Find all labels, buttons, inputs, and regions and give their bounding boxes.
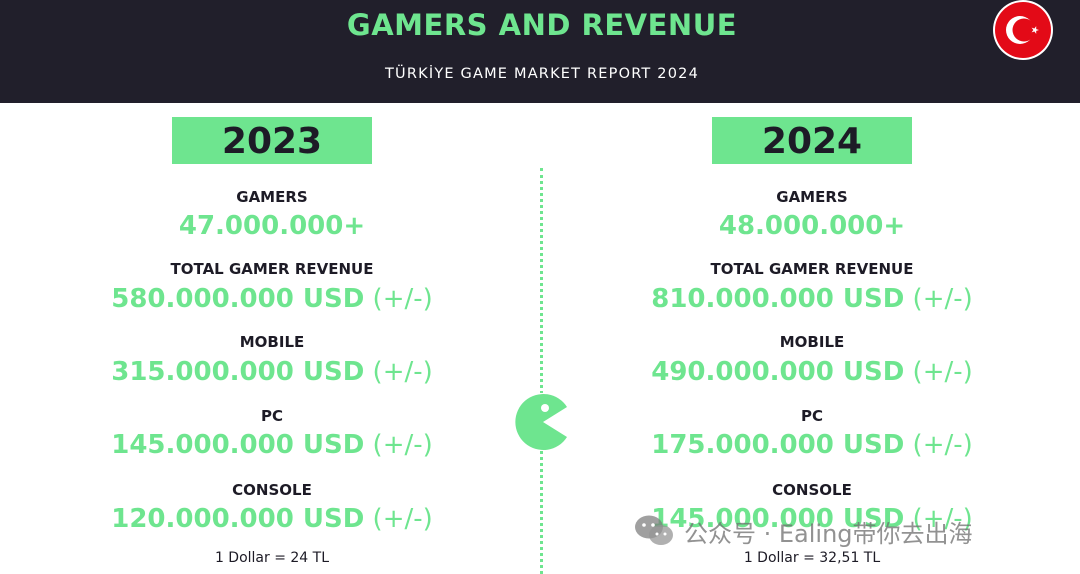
mobile-amount: 490.000.000 USD <box>651 357 905 387</box>
pc-amount: 145.000.000 USD <box>111 430 365 460</box>
wechat-icon <box>635 515 673 545</box>
total-revenue-amount: 580.000.000 USD <box>111 284 365 314</box>
gamers-value: 48.000.000+ <box>718 211 906 241</box>
total-revenue-tail: (+/-) <box>364 284 433 314</box>
watermark: 公众号 · Ealing带你去出海 <box>634 513 973 549</box>
mobile-tail: (+/-) <box>364 357 433 387</box>
mobile-value: 490.000.000 USD (+/-) <box>542 357 1080 387</box>
pc-tail: (+/-) <box>904 430 973 460</box>
pacman-icon <box>515 394 567 450</box>
mobile-value: 315.000.000 USD (+/-) <box>2 357 542 387</box>
page-subtitle: TÜRKİYE GAME MARKET REPORT 2024 <box>384 66 700 82</box>
console-label: CONSOLE <box>232 481 312 499</box>
total-revenue-value: 810.000.000 USD (+/-) <box>542 284 1080 314</box>
exchange-rate: 1 Dollar = 32,51 TL <box>743 550 881 566</box>
total-revenue-amount: 810.000.000 USD <box>651 284 905 314</box>
console-tail: (+/-) <box>904 504 973 534</box>
pc-label: PC <box>800 407 823 425</box>
year-badge: 2023 <box>172 117 372 164</box>
total-revenue-label: TOTAL GAMER REVENUE <box>170 260 374 278</box>
pc-tail: (+/-) <box>364 430 433 460</box>
gamers-value: 47.000.000+ <box>178 211 366 241</box>
exchange-rate: 1 Dollar = 24 TL <box>214 550 330 566</box>
gamers-label: GAMERS <box>776 188 848 206</box>
pc-value: 175.000.000 USD (+/-) <box>542 430 1080 460</box>
mobile-label: MOBILE <box>239 333 305 351</box>
mobile-amount: 315.000.000 USD <box>111 357 365 387</box>
pc-label: PC <box>260 407 283 425</box>
center-divider <box>540 168 543 574</box>
pacman-icon-wrap <box>514 393 572 451</box>
total-revenue-tail: (+/-) <box>904 284 973 314</box>
console-tail: (+/-) <box>364 504 433 534</box>
total-revenue-value: 580.000.000 USD (+/-) <box>2 284 542 314</box>
turkey-flag-icon <box>993 0 1053 60</box>
total-revenue-label: TOTAL GAMER REVENUE <box>710 260 914 278</box>
watermark-text: 公众号 · Ealing带你去出海 <box>684 519 973 548</box>
console-label: CONSOLE <box>772 481 852 499</box>
console-value: 145.000.000 USD (+/-) <box>542 504 1080 534</box>
page-title: GAMERS AND REVENUE <box>346 8 738 42</box>
gamers-label: GAMERS <box>236 188 308 206</box>
console-value: 120.000.000 USD (+/-) <box>2 504 542 534</box>
console-amount: 145.000.000 USD <box>651 504 905 534</box>
pc-value: 145.000.000 USD (+/-) <box>2 430 542 460</box>
console-amount: 120.000.000 USD <box>111 504 365 534</box>
mobile-tail: (+/-) <box>904 357 973 387</box>
year-badge: 2024 <box>712 117 912 164</box>
mobile-label: MOBILE <box>779 333 845 351</box>
header-banner: GAMERS AND REVENUE TÜRKİYE GAME MARKET R… <box>0 0 1080 103</box>
pc-amount: 175.000.000 USD <box>651 430 905 460</box>
